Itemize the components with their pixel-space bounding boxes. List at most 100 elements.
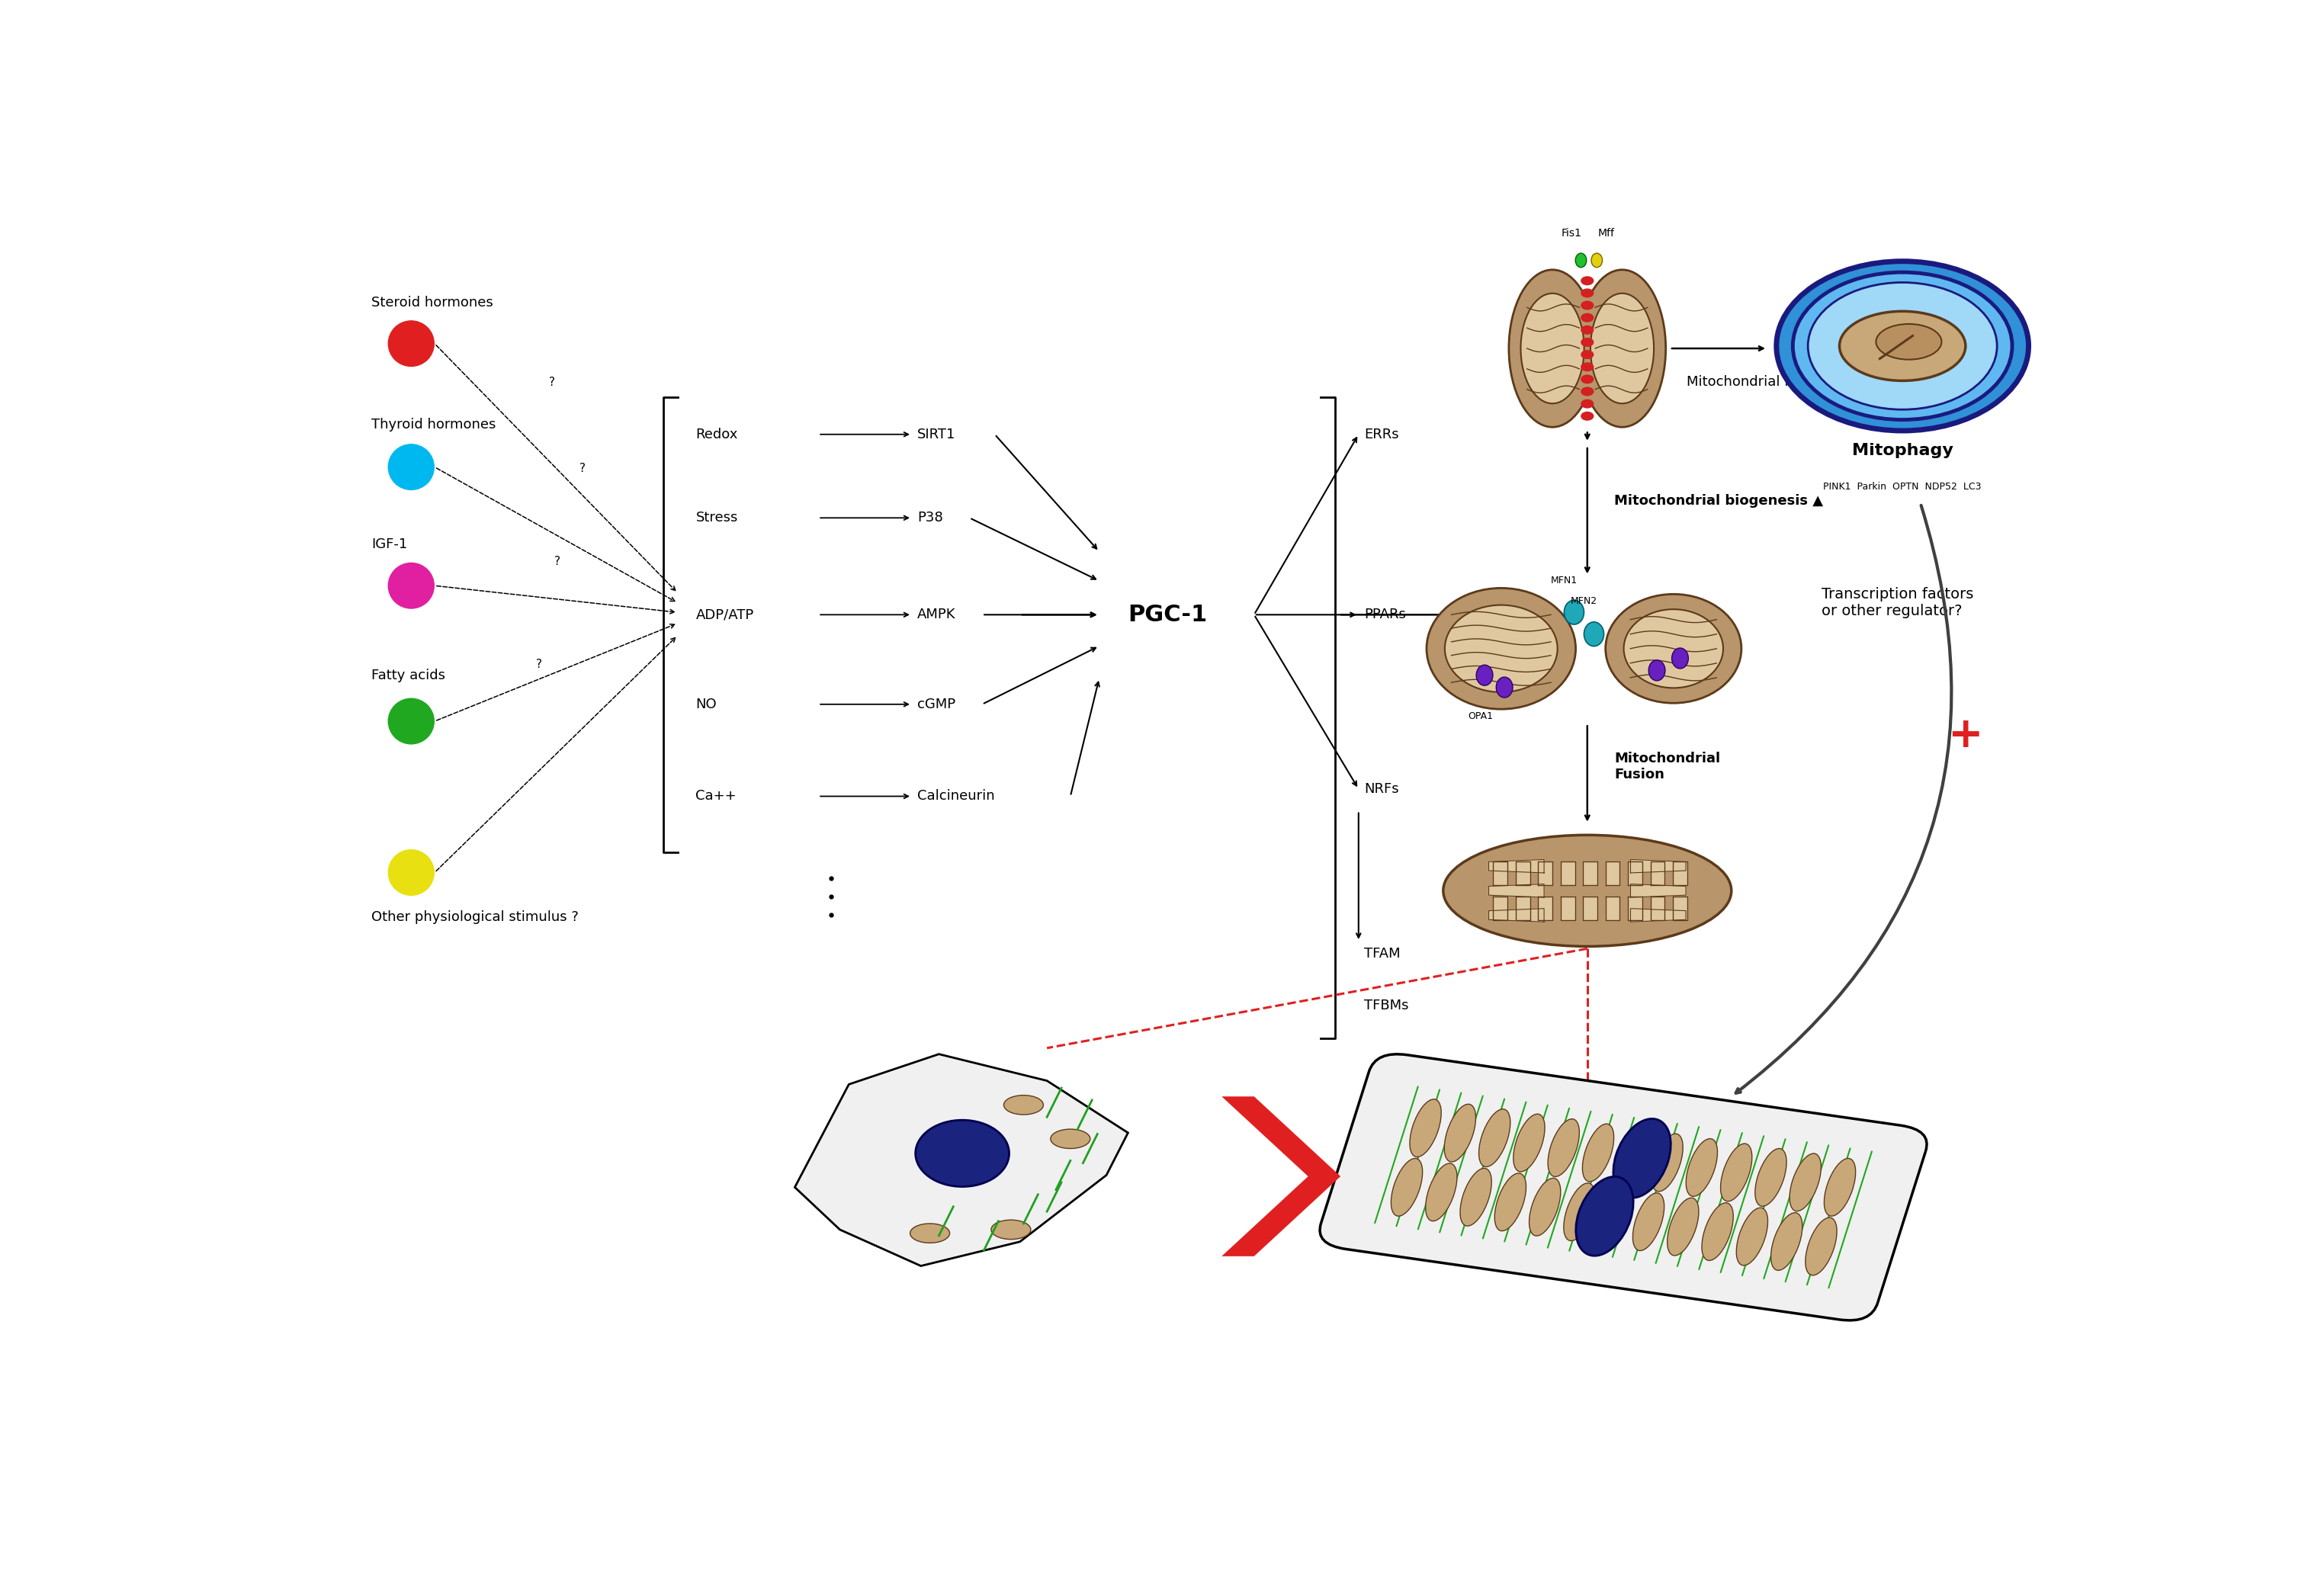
Ellipse shape: [1590, 294, 1655, 404]
Ellipse shape: [1564, 1184, 1594, 1240]
Circle shape: [1580, 376, 1594, 384]
Polygon shape: [1515, 896, 1529, 920]
Ellipse shape: [1755, 1149, 1787, 1206]
Polygon shape: [1606, 896, 1620, 920]
Ellipse shape: [1736, 1207, 1769, 1265]
Ellipse shape: [1459, 1168, 1492, 1226]
Text: Steroid hormones: Steroid hormones: [372, 296, 493, 310]
Ellipse shape: [1443, 1104, 1476, 1162]
Text: PGC-1: PGC-1: [1127, 604, 1208, 626]
Text: ?: ?: [548, 377, 555, 388]
Ellipse shape: [990, 1220, 1032, 1239]
Ellipse shape: [1427, 588, 1576, 709]
Text: Other physiological stimulus ?: Other physiological stimulus ?: [372, 910, 579, 924]
Circle shape: [1580, 325, 1594, 333]
Text: ?: ?: [579, 462, 586, 475]
Ellipse shape: [1606, 594, 1741, 703]
Ellipse shape: [1789, 1154, 1822, 1210]
Text: ADP/ATP: ADP/ATP: [695, 608, 753, 621]
Ellipse shape: [1513, 1115, 1545, 1171]
Polygon shape: [1606, 861, 1620, 885]
Circle shape: [1580, 399, 1594, 407]
Text: Ca++: Ca++: [695, 789, 737, 803]
Ellipse shape: [1771, 1212, 1803, 1270]
Ellipse shape: [1494, 1173, 1527, 1231]
Polygon shape: [1583, 861, 1597, 885]
Circle shape: [1580, 412, 1594, 420]
Ellipse shape: [1529, 1177, 1562, 1236]
Text: IGF-1: IGF-1: [372, 538, 407, 552]
FancyBboxPatch shape: [1580, 294, 1594, 404]
Ellipse shape: [1648, 660, 1666, 681]
Polygon shape: [1650, 896, 1664, 920]
Circle shape: [1580, 363, 1594, 371]
Text: Stress: Stress: [695, 511, 739, 525]
Polygon shape: [1650, 861, 1664, 885]
Polygon shape: [1538, 861, 1552, 885]
Ellipse shape: [1671, 648, 1687, 668]
Polygon shape: [1631, 909, 1685, 921]
Ellipse shape: [1613, 1119, 1671, 1198]
Ellipse shape: [916, 1121, 1009, 1187]
Polygon shape: [1222, 1097, 1341, 1256]
Ellipse shape: [1701, 1203, 1734, 1261]
Text: Redox: Redox: [695, 428, 739, 442]
Ellipse shape: [1652, 1133, 1683, 1192]
Ellipse shape: [1520, 294, 1585, 404]
Text: NO: NO: [695, 698, 716, 711]
Ellipse shape: [1618, 1129, 1648, 1187]
Circle shape: [1580, 314, 1594, 322]
Text: OPA1: OPA1: [1469, 712, 1492, 722]
Ellipse shape: [1578, 270, 1666, 428]
Ellipse shape: [1806, 1218, 1836, 1275]
Ellipse shape: [1624, 610, 1722, 689]
Ellipse shape: [1425, 1163, 1457, 1221]
Text: Mitochondrial biogenesis ▲: Mitochondrial biogenesis ▲: [1615, 494, 1824, 508]
Polygon shape: [1673, 861, 1687, 885]
Ellipse shape: [1634, 1193, 1664, 1251]
Polygon shape: [1515, 861, 1529, 885]
Text: ?: ?: [553, 556, 560, 567]
Polygon shape: [1627, 896, 1643, 920]
Ellipse shape: [1720, 1143, 1752, 1201]
Ellipse shape: [1050, 1129, 1090, 1149]
Ellipse shape: [1478, 1110, 1511, 1166]
Ellipse shape: [1583, 1124, 1613, 1182]
Text: Mitochondrial
Fusion: Mitochondrial Fusion: [1615, 751, 1720, 781]
Polygon shape: [1631, 860, 1685, 872]
Text: +: +: [1948, 715, 1982, 756]
Text: Thyroid hormones: Thyroid hormones: [372, 418, 495, 432]
Text: PPARs: PPARs: [1364, 608, 1406, 621]
Circle shape: [1580, 302, 1594, 310]
Polygon shape: [1631, 883, 1685, 898]
Ellipse shape: [1576, 253, 1587, 267]
Circle shape: [1580, 387, 1594, 396]
Text: TFAM: TFAM: [1364, 946, 1401, 960]
Ellipse shape: [1592, 253, 1601, 267]
Ellipse shape: [1497, 678, 1513, 698]
Text: AMPK: AMPK: [918, 608, 955, 621]
Ellipse shape: [388, 698, 435, 745]
Polygon shape: [1627, 861, 1643, 885]
Polygon shape: [1490, 883, 1543, 898]
Text: PINK1  Parkin  OPTN  NDP52  LC3: PINK1 Parkin OPTN NDP52 LC3: [1824, 481, 1982, 492]
Text: TFBMs: TFBMs: [1364, 998, 1408, 1012]
Circle shape: [1580, 338, 1594, 346]
Ellipse shape: [1548, 1119, 1580, 1176]
Text: ?: ?: [537, 659, 541, 670]
Ellipse shape: [1824, 1159, 1855, 1217]
Ellipse shape: [911, 1223, 951, 1243]
Text: Fis1: Fis1: [1562, 228, 1583, 239]
Ellipse shape: [1599, 1188, 1629, 1245]
Polygon shape: [1490, 860, 1543, 872]
Text: Fatty acids: Fatty acids: [372, 668, 446, 682]
Circle shape: [1580, 277, 1594, 285]
Text: NRFs: NRFs: [1364, 783, 1399, 795]
Polygon shape: [1559, 896, 1576, 920]
Ellipse shape: [1508, 270, 1597, 428]
Ellipse shape: [1875, 324, 1941, 360]
Ellipse shape: [1841, 311, 1966, 380]
Text: Mitophagy: Mitophagy: [1852, 443, 1952, 457]
Ellipse shape: [1476, 665, 1492, 685]
Ellipse shape: [388, 443, 435, 490]
